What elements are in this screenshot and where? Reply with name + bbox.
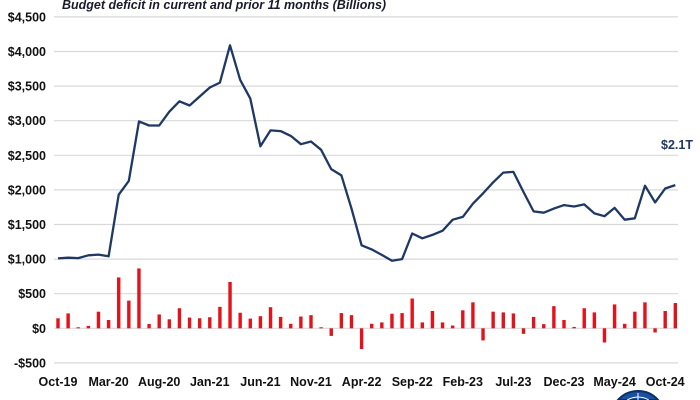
bar [228, 281, 232, 329]
x-axis-ticks: Oct-19 Mar-20 Aug-20 Jan-21 Jun-21 Nov-21 Apr-… [39, 375, 685, 389]
x-tick-label: Nov-21 [290, 375, 332, 389]
bar [633, 311, 637, 329]
bar [218, 306, 222, 329]
bar [592, 312, 597, 329]
bar [309, 315, 313, 329]
x-tick-label: Apr-22 [342, 375, 382, 389]
x-tick-label: Feb-23 [443, 375, 483, 389]
x-tick-label: Jun-21 [240, 375, 280, 389]
bar [552, 306, 556, 329]
bar [187, 317, 192, 329]
bar [400, 313, 404, 329]
bar [147, 323, 151, 329]
bar [238, 312, 242, 329]
bar [521, 328, 526, 334]
bar [56, 318, 60, 329]
bar [66, 313, 70, 329]
y-tick-label: $2,000 [8, 183, 46, 197]
bar [86, 325, 91, 329]
x-tick-label: Dec-23 [544, 375, 585, 389]
x-tick-label: May-24 [593, 375, 635, 389]
bar [461, 310, 465, 329]
bar [137, 268, 141, 329]
monthly-deficit-bars [56, 268, 678, 350]
bar [329, 328, 333, 336]
agency-seal-logo [616, 390, 660, 400]
bar [582, 308, 586, 329]
bar [117, 277, 121, 329]
x-tick-label: Oct-24 [646, 375, 685, 389]
bar [602, 328, 607, 343]
bar [339, 313, 344, 329]
latest-value-annotation: $2.1T [661, 138, 693, 152]
y-tick-label: $500 [18, 287, 46, 301]
bar [167, 319, 172, 329]
bar [380, 322, 384, 329]
y-tick-label: $0 [32, 322, 46, 336]
bar [106, 319, 111, 329]
y-tick-label: $3,000 [8, 114, 46, 128]
bar [278, 316, 283, 329]
bar [349, 315, 354, 329]
y-tick-label: $4,500 [8, 10, 46, 24]
x-tick-label: Aug-20 [138, 375, 180, 389]
bar [319, 327, 323, 329]
x-tick-label: Sep-22 [392, 375, 433, 389]
bar [511, 313, 516, 329]
x-tick-label: Mar-20 [88, 375, 128, 389]
bar [481, 328, 485, 341]
bar [127, 300, 131, 329]
bar [76, 327, 80, 329]
x-tick-label: Oct-19 [39, 375, 78, 389]
bar [450, 325, 455, 329]
bar [289, 323, 293, 329]
bar [491, 311, 495, 329]
bar [420, 322, 425, 329]
bar [197, 318, 202, 329]
bar [663, 311, 667, 329]
bar [440, 322, 445, 329]
x-tick-label: Jul-23 [495, 375, 531, 389]
bar [359, 328, 364, 350]
bar [501, 312, 505, 329]
y-tick-label: $3,500 [8, 80, 46, 94]
bar [370, 323, 374, 329]
bar [673, 303, 678, 329]
bar [268, 307, 273, 329]
bar [542, 324, 546, 329]
bar [643, 302, 647, 329]
bar [248, 318, 252, 329]
rolling-deficit-line [57, 44, 676, 262]
x-tick-label: Jan-21 [190, 375, 230, 389]
y-tick-label: $2,500 [8, 149, 46, 163]
bar [531, 316, 536, 329]
bar [430, 311, 435, 329]
bar [299, 316, 303, 329]
bar [258, 316, 263, 329]
y-tick-label: $1,500 [8, 218, 46, 232]
y-axis-ticks: -$500 $0 $500 $1,000 $1,500 $2,000 $2,500 $3,00… [8, 10, 46, 370]
bar [410, 298, 414, 329]
chart-title: Budget deficit in current and prior 11 m… [62, 0, 386, 12]
bar [612, 304, 617, 329]
bar [390, 313, 394, 329]
bar [623, 323, 627, 329]
y-tick-label: -$500 [14, 356, 46, 370]
bar [177, 308, 182, 329]
bar [208, 317, 212, 329]
bar [471, 302, 475, 329]
y-tick-label: $4,000 [8, 45, 46, 59]
bar [653, 328, 657, 333]
bar [157, 314, 161, 329]
bar [96, 311, 101, 329]
bar [572, 326, 576, 329]
y-tick-label: $1,000 [8, 253, 46, 267]
bar [562, 319, 566, 329]
